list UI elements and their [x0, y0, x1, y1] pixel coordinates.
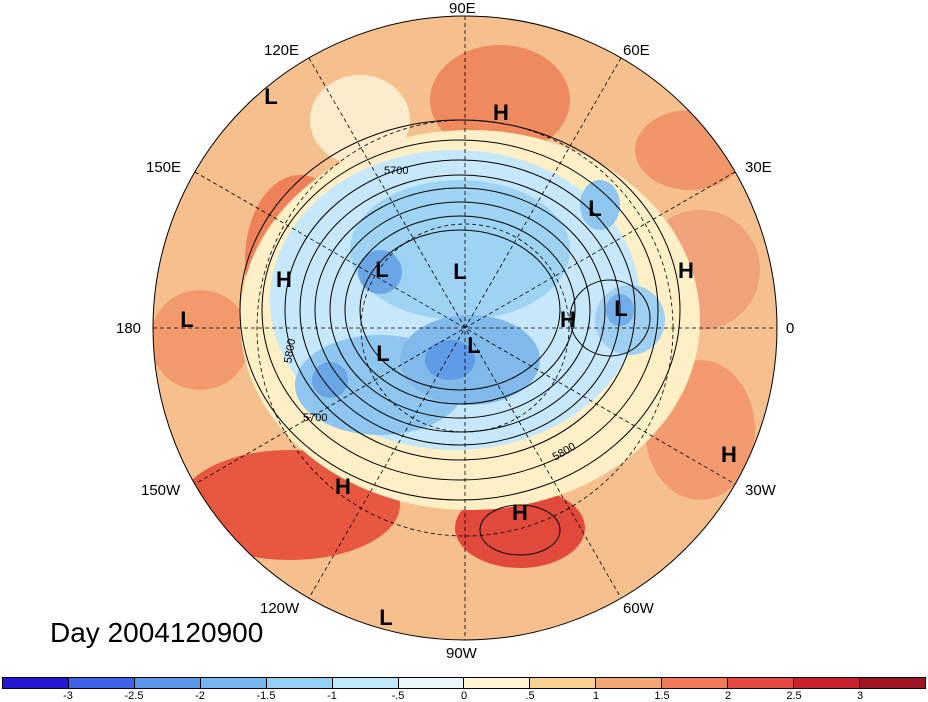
high-center: H — [512, 500, 528, 525]
colorbar — [2, 677, 926, 689]
lon-label-60w: 60W — [623, 600, 654, 617]
colorbar-tick: 1 — [592, 690, 600, 702]
colorbar-tick: 1.5 — [654, 690, 670, 702]
lon-label-150e: 150E — [146, 159, 182, 176]
graticule — [153, 16, 777, 640]
colorbar-tick: 2.5 — [786, 690, 802, 702]
colorbar-segment — [200, 678, 267, 688]
height-contours — [239, 119, 681, 556]
colorbar-tick: -2 — [195, 690, 205, 702]
lon-label-60e: 60E — [623, 42, 650, 59]
colorbar-tick: -1 — [327, 690, 337, 702]
colorbar-segment — [134, 678, 201, 688]
colorbar-tick: -2.5 — [124, 690, 144, 702]
colorbar-tick: 0 — [460, 690, 468, 702]
colorbar-segment — [332, 678, 399, 688]
lon-label-150w: 150W — [141, 482, 181, 499]
colorbar-tick: 2 — [724, 690, 732, 702]
lon-label-30e: 30E — [745, 159, 772, 176]
low-center: L — [614, 296, 628, 321]
low-center: L — [588, 196, 602, 221]
colorbar-segment — [398, 678, 465, 688]
colorbar-segment — [794, 678, 860, 688]
high-center: H — [721, 442, 737, 467]
lon-label-180: 180 — [116, 320, 142, 337]
colorbar-segment — [662, 678, 729, 688]
colorbar-segment — [464, 678, 531, 688]
colorbar-segment — [266, 678, 333, 688]
low-center: L — [180, 307, 194, 332]
colorbar-segment — [68, 678, 135, 688]
low-center: L — [264, 84, 278, 109]
high-center: H — [560, 307, 576, 332]
lon-label-90e: 90E — [449, 0, 476, 17]
colorbar-tick: -.5 — [391, 690, 405, 702]
lon-label-120e: 120E — [264, 42, 300, 59]
anomaly-field — [153, 16, 777, 640]
lon-label-30w: 30W — [745, 482, 776, 499]
high-center: H — [276, 267, 292, 292]
low-center: L — [453, 259, 467, 284]
lon-label-90w: 90W — [446, 645, 477, 662]
colorbar-segment — [596, 678, 663, 688]
contour-label: 5700 — [384, 165, 409, 177]
contour-label: 5700 — [303, 412, 328, 424]
colorbar-segment — [3, 678, 69, 688]
lon-label-0: 0 — [786, 320, 795, 337]
colorbar-tick: 3 — [856, 690, 864, 702]
lon-label-120w: 120W — [260, 600, 300, 617]
colorbar-segment — [859, 678, 925, 688]
high-center: H — [335, 474, 351, 499]
low-center: L — [379, 605, 393, 630]
high-center: H — [493, 100, 509, 125]
day-title: Day 2004120900 — [50, 617, 264, 648]
low-center: L — [375, 257, 389, 282]
map-boundary — [152, 15, 778, 641]
colorbar-segment — [530, 678, 597, 688]
low-center: L — [467, 333, 481, 358]
colorbar-segment — [728, 678, 795, 688]
colorbar-tick: -3 — [63, 690, 73, 702]
high-center: H — [678, 258, 694, 283]
low-center: L — [376, 341, 390, 366]
colorbar-tick: .5 — [525, 690, 535, 702]
colorbar-tick: -1.5 — [256, 690, 276, 702]
